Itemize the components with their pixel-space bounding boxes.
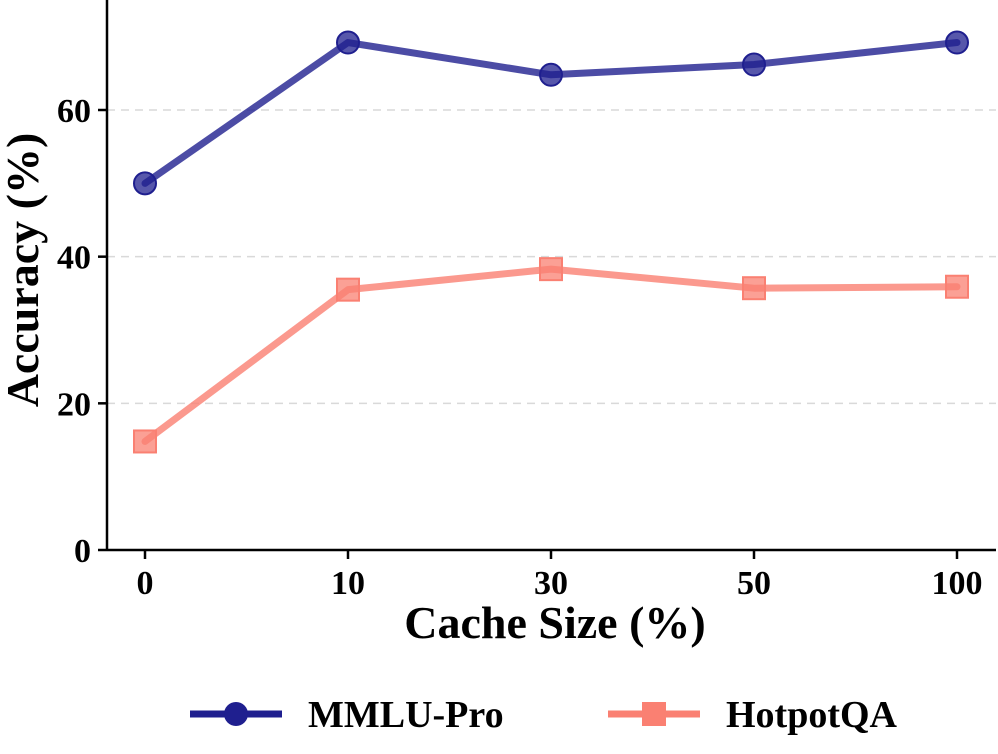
point-HotpotQA-0 xyxy=(133,429,157,454)
legend-label-HotpotQA: HotpotQA xyxy=(726,694,898,736)
point-MMLU-Pro-0 xyxy=(133,171,157,196)
legend-label-MMLU-Pro: MMLU-Pro xyxy=(308,694,504,736)
point-MMLU-Pro-30 xyxy=(539,62,563,87)
y-tick-label-0: 0 xyxy=(74,533,91,570)
x-tick-label-50: 50 xyxy=(737,565,771,602)
y-tick-label-60: 60 xyxy=(57,93,91,130)
x-tick-label-10: 10 xyxy=(331,565,365,602)
legend: MMLU-Pro HotpotQA xyxy=(190,694,898,736)
x-tick-label-0: 0 xyxy=(137,565,154,602)
point-HotpotQA-50 xyxy=(742,276,766,301)
point-MMLU-Pro-50 xyxy=(742,52,766,77)
y-axis-title: Accuracy (%) xyxy=(0,133,48,408)
point-MMLU-Pro-10 xyxy=(336,30,360,55)
x-tick-label-100: 100 xyxy=(932,565,983,602)
x-tick-label-30: 30 xyxy=(534,565,568,602)
legend-item-MMLU-Pro: MMLU-Pro xyxy=(190,694,504,736)
series-group xyxy=(133,30,969,454)
y-tick-label-40: 40 xyxy=(57,240,91,277)
point-HotpotQA-30 xyxy=(539,257,563,282)
legend-marker-MMLU-Pro xyxy=(224,702,248,726)
point-MMLU-Pro-100 xyxy=(945,30,969,55)
legend-marker-HotpotQA xyxy=(642,702,666,726)
series-MMLU-Pro xyxy=(133,30,969,196)
point-HotpotQA-10 xyxy=(336,277,360,302)
x-axis-title: Cache Size (%) xyxy=(404,597,705,648)
axis-labels: Cache Size (%) Accuracy (%) xyxy=(0,133,706,648)
series-HotpotQA xyxy=(133,257,969,454)
series-line-HotpotQA xyxy=(141,265,961,445)
grid-lines xyxy=(107,109,996,405)
point-HotpotQA-100 xyxy=(945,274,969,299)
y-tick-label-20: 20 xyxy=(57,386,91,423)
legend-item-HotpotQA: HotpotQA xyxy=(608,694,898,736)
axes: 0 20 40 60 0 10 30 50 100 xyxy=(57,0,996,602)
